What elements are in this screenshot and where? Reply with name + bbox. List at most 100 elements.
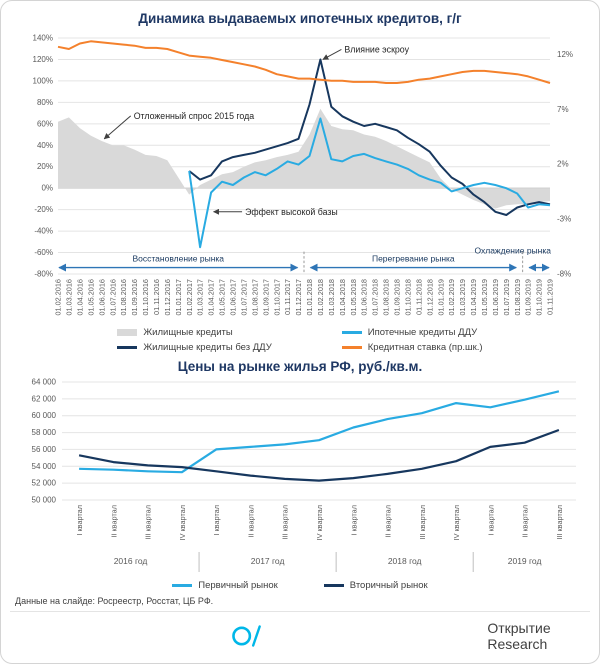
svg-text:01.09.2017: 01.09.2017	[261, 279, 270, 316]
svg-text:01.10.2019: 01.10.2019	[535, 279, 544, 316]
svg-text:01.05.2017: 01.05.2017	[218, 279, 227, 316]
svg-text:01.04.2019: 01.04.2019	[469, 279, 478, 316]
quarter-labels: I квартал II квартал III квартал IV квартал…	[75, 505, 564, 540]
svg-text:01.03.2018: 01.03.2018	[327, 279, 336, 316]
svg-text:01.04.2017: 01.04.2017	[207, 279, 216, 316]
brand-footer: Открытие Research	[15, 620, 590, 652]
legend-label: Жилищные кредиты без ДДУ	[143, 342, 272, 353]
phase-label: Охлаждение рынка	[474, 246, 551, 256]
legend-label: Ипотечные кредиты ДДУ	[367, 327, 478, 338]
left-axis-labels: -80% -60% -40% -20% 0% 20% 40% 60% 80% 100% 120% 14…	[33, 34, 53, 279]
svg-text:20%: 20%	[37, 162, 53, 171]
svg-text:01.09.2018: 01.09.2018	[393, 279, 402, 316]
svg-text:01.07.2018: 01.07.2018	[371, 279, 380, 316]
svg-text:01.06.2017: 01.06.2017	[229, 279, 238, 316]
svg-text:01.01.2017: 01.01.2017	[174, 279, 183, 316]
svg-text:III квартал: III квартал	[555, 505, 564, 540]
year-label: 2017 год	[251, 556, 285, 566]
legend-swatch	[341, 331, 362, 334]
svg-text:01.03.2017: 01.03.2017	[196, 279, 205, 316]
legend-label: Вторичный рынок	[349, 580, 428, 591]
svg-text:7%: 7%	[557, 105, 569, 114]
legend-swatch	[341, 346, 362, 349]
svg-text:01.01.2019: 01.01.2019	[436, 279, 445, 316]
svg-text:-20%: -20%	[34, 205, 53, 214]
annotation-label: Эффект высокой базы	[245, 207, 338, 217]
svg-text:01.05.2016: 01.05.2016	[86, 279, 95, 316]
svg-text:01.05.2018: 01.05.2018	[349, 279, 358, 316]
market-phase-arrows: Восстановление рынка Перегревание рынка Ох…	[58, 246, 551, 274]
svg-text:01.09.2016: 01.09.2016	[130, 279, 139, 316]
svg-text:01.07.2019: 01.07.2019	[502, 279, 511, 316]
svg-text:I квартал: I квартал	[349, 505, 358, 536]
svg-text:01.06.2019: 01.06.2019	[491, 279, 500, 316]
series-line	[188, 117, 551, 249]
legend-label: Жилищные кредиты	[143, 327, 233, 338]
series-line	[188, 58, 551, 216]
svg-text:01.07.2017: 01.07.2017	[239, 279, 248, 316]
chart2-legend: Первичный рынок Вторичный рынок	[10, 580, 590, 591]
gridlines	[62, 381, 576, 501]
svg-text:IV квартал: IV квартал	[452, 505, 461, 540]
svg-text:01.11.2017: 01.11.2017	[283, 279, 292, 315]
chart2-title: Цены на рынке жилья РФ, руб./кв.м.	[177, 359, 423, 374]
svg-text:01.03.2016: 01.03.2016	[65, 279, 74, 316]
data-source-note: Данные на слайде: Росреестр, Росстат, ЦБ…	[15, 596, 214, 606]
svg-text:-40%: -40%	[34, 227, 53, 236]
svg-text:01.01.2018: 01.01.2018	[305, 279, 314, 316]
right-axis-labels: 12% 7% 2% -3% -8%	[557, 50, 573, 279]
svg-text:I квартал: I квартал	[486, 505, 495, 536]
svg-text:120%: 120%	[33, 55, 53, 64]
series-line	[78, 428, 560, 482]
brand-name: Открытие Research	[487, 620, 551, 652]
svg-text:12%: 12%	[557, 50, 573, 59]
svg-text:52 000: 52 000	[32, 479, 57, 488]
legend-item: Вторичный рынок	[323, 580, 428, 591]
svg-text:01.08.2016: 01.08.2016	[119, 279, 128, 316]
svg-text:58 000: 58 000	[32, 428, 57, 437]
legend-swatch	[117, 346, 138, 349]
svg-text:II квартал: II квартал	[384, 505, 393, 538]
svg-text:50 000: 50 000	[32, 496, 57, 505]
footer-divider	[10, 611, 590, 612]
svg-text:01.07.2016: 01.07.2016	[108, 279, 117, 316]
legend-item: Ипотечные кредиты ДДУ	[341, 327, 483, 338]
year-label: 2018 год	[388, 556, 422, 566]
svg-text:01.06.2016: 01.06.2016	[97, 279, 106, 316]
svg-text:01.08.2019: 01.08.2019	[513, 279, 522, 316]
svg-text:40%: 40%	[37, 141, 53, 150]
svg-text:01.12.2017: 01.12.2017	[294, 279, 303, 316]
otkritie-logo-icon	[232, 625, 261, 647]
legend-swatch	[323, 584, 344, 587]
svg-text:01.11.2016: 01.11.2016	[152, 279, 161, 315]
svg-text:01.10.2018: 01.10.2018	[403, 279, 412, 316]
svg-text:-80%: -80%	[34, 270, 53, 279]
svg-text:01.10.2017: 01.10.2017	[272, 279, 281, 316]
svg-text:II квартал: II квартал	[109, 505, 118, 538]
phase-label: Восстановление рынка	[132, 254, 224, 264]
year-label: 2019 год	[508, 556, 542, 566]
legend-item: Первичный рынок	[172, 580, 278, 591]
svg-text:0%: 0%	[41, 184, 53, 193]
svg-text:-8%: -8%	[557, 270, 571, 279]
svg-text:I квартал: I квартал	[75, 505, 84, 536]
series-group	[78, 390, 560, 482]
legend-swatch	[117, 329, 138, 336]
x-axis-labels: 01.02.2016 01.03.2016 01.04.2016 01.05.2016…	[54, 279, 555, 316]
svg-text:2%: 2%	[557, 160, 569, 169]
series-line	[57, 40, 551, 84]
svg-text:I квартал: I квартал	[212, 505, 221, 536]
series-area	[58, 108, 550, 209]
svg-text:-60%: -60%	[34, 248, 53, 257]
chart1-title: Динамика выдаваемых ипотечных кредитов, …	[138, 11, 462, 26]
chart1-legend: Жилищные кредиты Жилищные кредиты без ДДУ…	[10, 327, 590, 353]
svg-text:01.02.2019: 01.02.2019	[447, 279, 456, 316]
mortgage-dynamics-chart: -80% -60% -40% -20% 0% 20% 40% 60% 80% 100% 120% 14…	[33, 34, 573, 316]
y-axis-labels: 50 000 52 000 54 000 56 000 58 000 60 000 62 0…	[32, 378, 57, 505]
svg-text:01.02.2017: 01.02.2017	[185, 279, 194, 316]
year-label: 2016 год	[114, 556, 148, 566]
legend-label: Кредитная ставка (пр.шк.)	[367, 342, 483, 353]
legend-label: Первичный рынок	[198, 580, 278, 591]
year-group-labels: 2016 год 2017 год 2018 год 2019 год	[114, 552, 542, 572]
svg-text:III квартал: III квартал	[281, 505, 290, 540]
